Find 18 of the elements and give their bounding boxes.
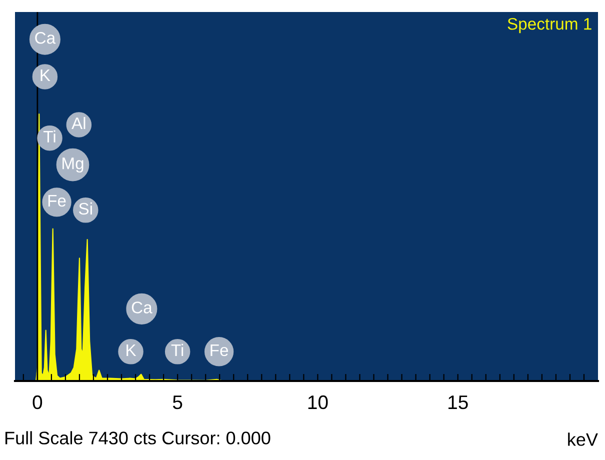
x-tick-label: 5: [172, 396, 182, 410]
annotation: Si: [78, 202, 92, 215]
text: Full Scale 7430 cts Cursor: 0.000: [5, 431, 270, 444]
x-tick-label: 10: [308, 395, 328, 410]
x-tick-label: 15: [448, 396, 468, 410]
text: Ca: [35, 32, 56, 44]
annotation: K: [126, 344, 136, 356]
annotation: Ti: [171, 344, 184, 356]
annotation: Mg: [62, 158, 84, 173]
annotation: Ti: [44, 130, 56, 142]
annotation: Fe: [48, 195, 66, 207]
x-tick-label: 0: [32, 395, 42, 410]
annotation: Ca: [132, 302, 152, 314]
x-axis-title: keV: [568, 432, 598, 446]
chart-title: Spectrum 1: [508, 18, 592, 34]
annotation: Al: [72, 116, 86, 130]
annotation: Fe: [210, 344, 228, 356]
text: K: [40, 70, 50, 82]
